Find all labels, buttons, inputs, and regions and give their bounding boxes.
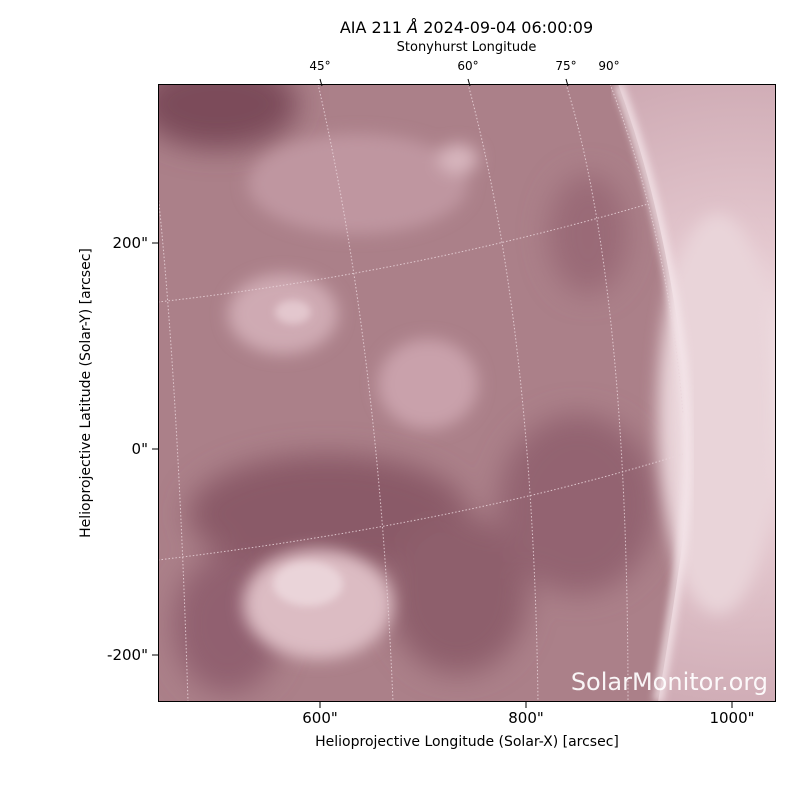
heliographic-grid [158,84,684,702]
x-tick-1000: 1000" [709,709,755,727]
plot-frame [158,84,776,702]
longitude-tick-60: 60° [457,59,479,73]
solarmonitor-watermark: SolarMonitor.org [570,668,768,696]
dark-regions [158,84,658,694]
title-instrument: AIA 211 [339,18,408,37]
y-tick-neg200: -200" [107,646,148,664]
bright-loop-core [273,562,343,606]
image-title: AIA 211 Å 2024-09-04 06:00:09 [0,18,800,37]
x-tick-800: 800" [508,709,544,727]
bright-knot [275,300,311,324]
longitude-tick-marks [319,78,569,87]
y-tick-200: 200" [112,234,148,252]
x-axis-label: Helioprojective Longitude (Solar-X) [arc… [315,734,619,750]
longitude-tick-90: 90° [598,59,620,73]
x-tick-600: 600" [302,709,338,727]
y-axis-label: Helioprojective Latitude (Solar-Y) [arcs… [78,248,94,538]
solar-limb [613,84,692,702]
stonyhurst-longitude-label: Stonyhurst Longitude [396,40,537,55]
title-date: 2024-09-04 06:00:09 [418,18,594,37]
solar-image [158,84,776,702]
longitude-tick-75: 75° [555,59,577,73]
title-angstrom: Å [407,18,419,37]
y-tick-0: 0" [131,440,148,458]
longitude-tick-45: 45° [309,59,331,73]
axis-tick-marks [152,242,733,708]
